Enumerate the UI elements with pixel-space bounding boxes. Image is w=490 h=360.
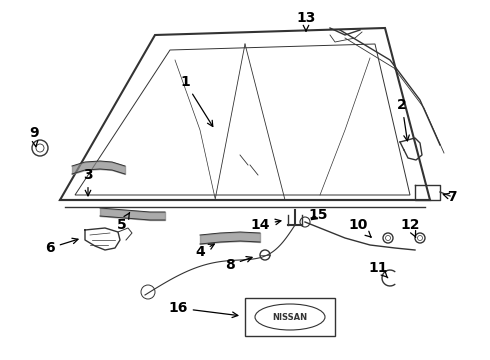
Text: 15: 15 [308,208,328,222]
Text: 6: 6 [45,238,78,255]
Text: 16: 16 [168,301,238,318]
Text: 8: 8 [225,257,252,272]
Text: 1: 1 [180,75,213,126]
Text: NISSAN: NISSAN [272,312,308,321]
Text: 10: 10 [348,218,371,237]
Text: 7: 7 [443,190,457,204]
Text: 4: 4 [195,244,214,259]
Text: 5: 5 [117,213,129,232]
Text: 3: 3 [83,168,93,196]
Text: 2: 2 [397,98,409,141]
Text: 9: 9 [29,126,39,147]
Text: 12: 12 [400,218,420,237]
Text: 11: 11 [368,261,388,278]
Bar [245,298,335,336]
Text: 13: 13 [296,11,316,31]
Text: 14: 14 [250,218,281,232]
